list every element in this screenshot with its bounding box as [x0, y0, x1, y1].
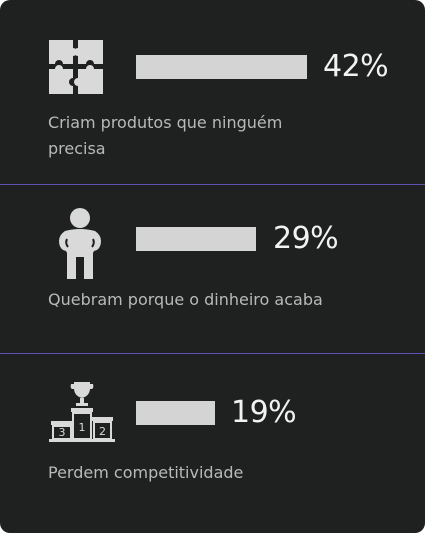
percent-value: 19% [231, 395, 297, 430]
stat-row-money: 29% Quebram porque o dinheiro acaba [0, 185, 425, 353]
section-divider [0, 184, 425, 185]
stat-row-products: 42% Criam produtos que ninguém precisa [0, 0, 425, 184]
stat-row-competitiveness: 1 2 3 19% Perdem competitividade [0, 354, 425, 533]
stat-label-line: precisa [48, 139, 106, 158]
stat-label: Quebram porque o dinheiro acaba [48, 287, 323, 313]
person-icon [57, 207, 103, 281]
percent-value: 29% [273, 221, 339, 256]
podium-first-number: 1 [79, 421, 86, 434]
percent-value: 42% [323, 49, 389, 84]
podium-third-number: 3 [59, 426, 66, 439]
puzzle-icon [49, 40, 103, 94]
stat-label: Criam produtos que ninguém precisa [48, 110, 282, 162]
stat-label-line: Perdem competitividade [48, 463, 244, 482]
stat-label-line: Quebram porque o dinheiro acaba [48, 290, 323, 309]
section-divider [0, 353, 425, 354]
stat-label-line: Criam produtos que ninguém [48, 113, 283, 132]
stat-label: Perdem competitividade [48, 460, 243, 486]
podium-second-number: 2 [99, 425, 106, 438]
percent-bar [136, 401, 215, 425]
percent-bar [136, 55, 307, 79]
percent-bar [136, 227, 256, 251]
podium-trophy-icon: 1 2 3 [49, 380, 115, 442]
